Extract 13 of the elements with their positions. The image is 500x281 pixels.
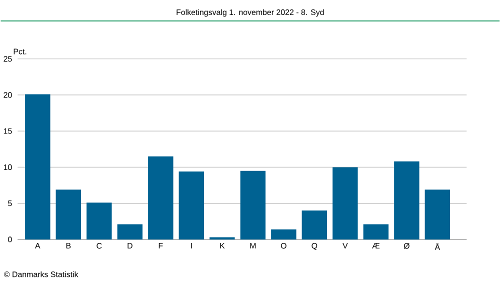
bar bbox=[148, 156, 174, 240]
bar bbox=[25, 94, 50, 240]
bar bbox=[424, 189, 450, 240]
bar bbox=[56, 189, 82, 240]
bar bbox=[363, 224, 389, 240]
bar bbox=[178, 171, 204, 240]
bar bbox=[271, 229, 296, 240]
bar bbox=[117, 224, 143, 240]
bar bbox=[302, 210, 328, 240]
bar bbox=[86, 202, 112, 240]
bar bbox=[332, 167, 358, 240]
bar bbox=[394, 161, 420, 240]
bar bbox=[240, 170, 266, 240]
